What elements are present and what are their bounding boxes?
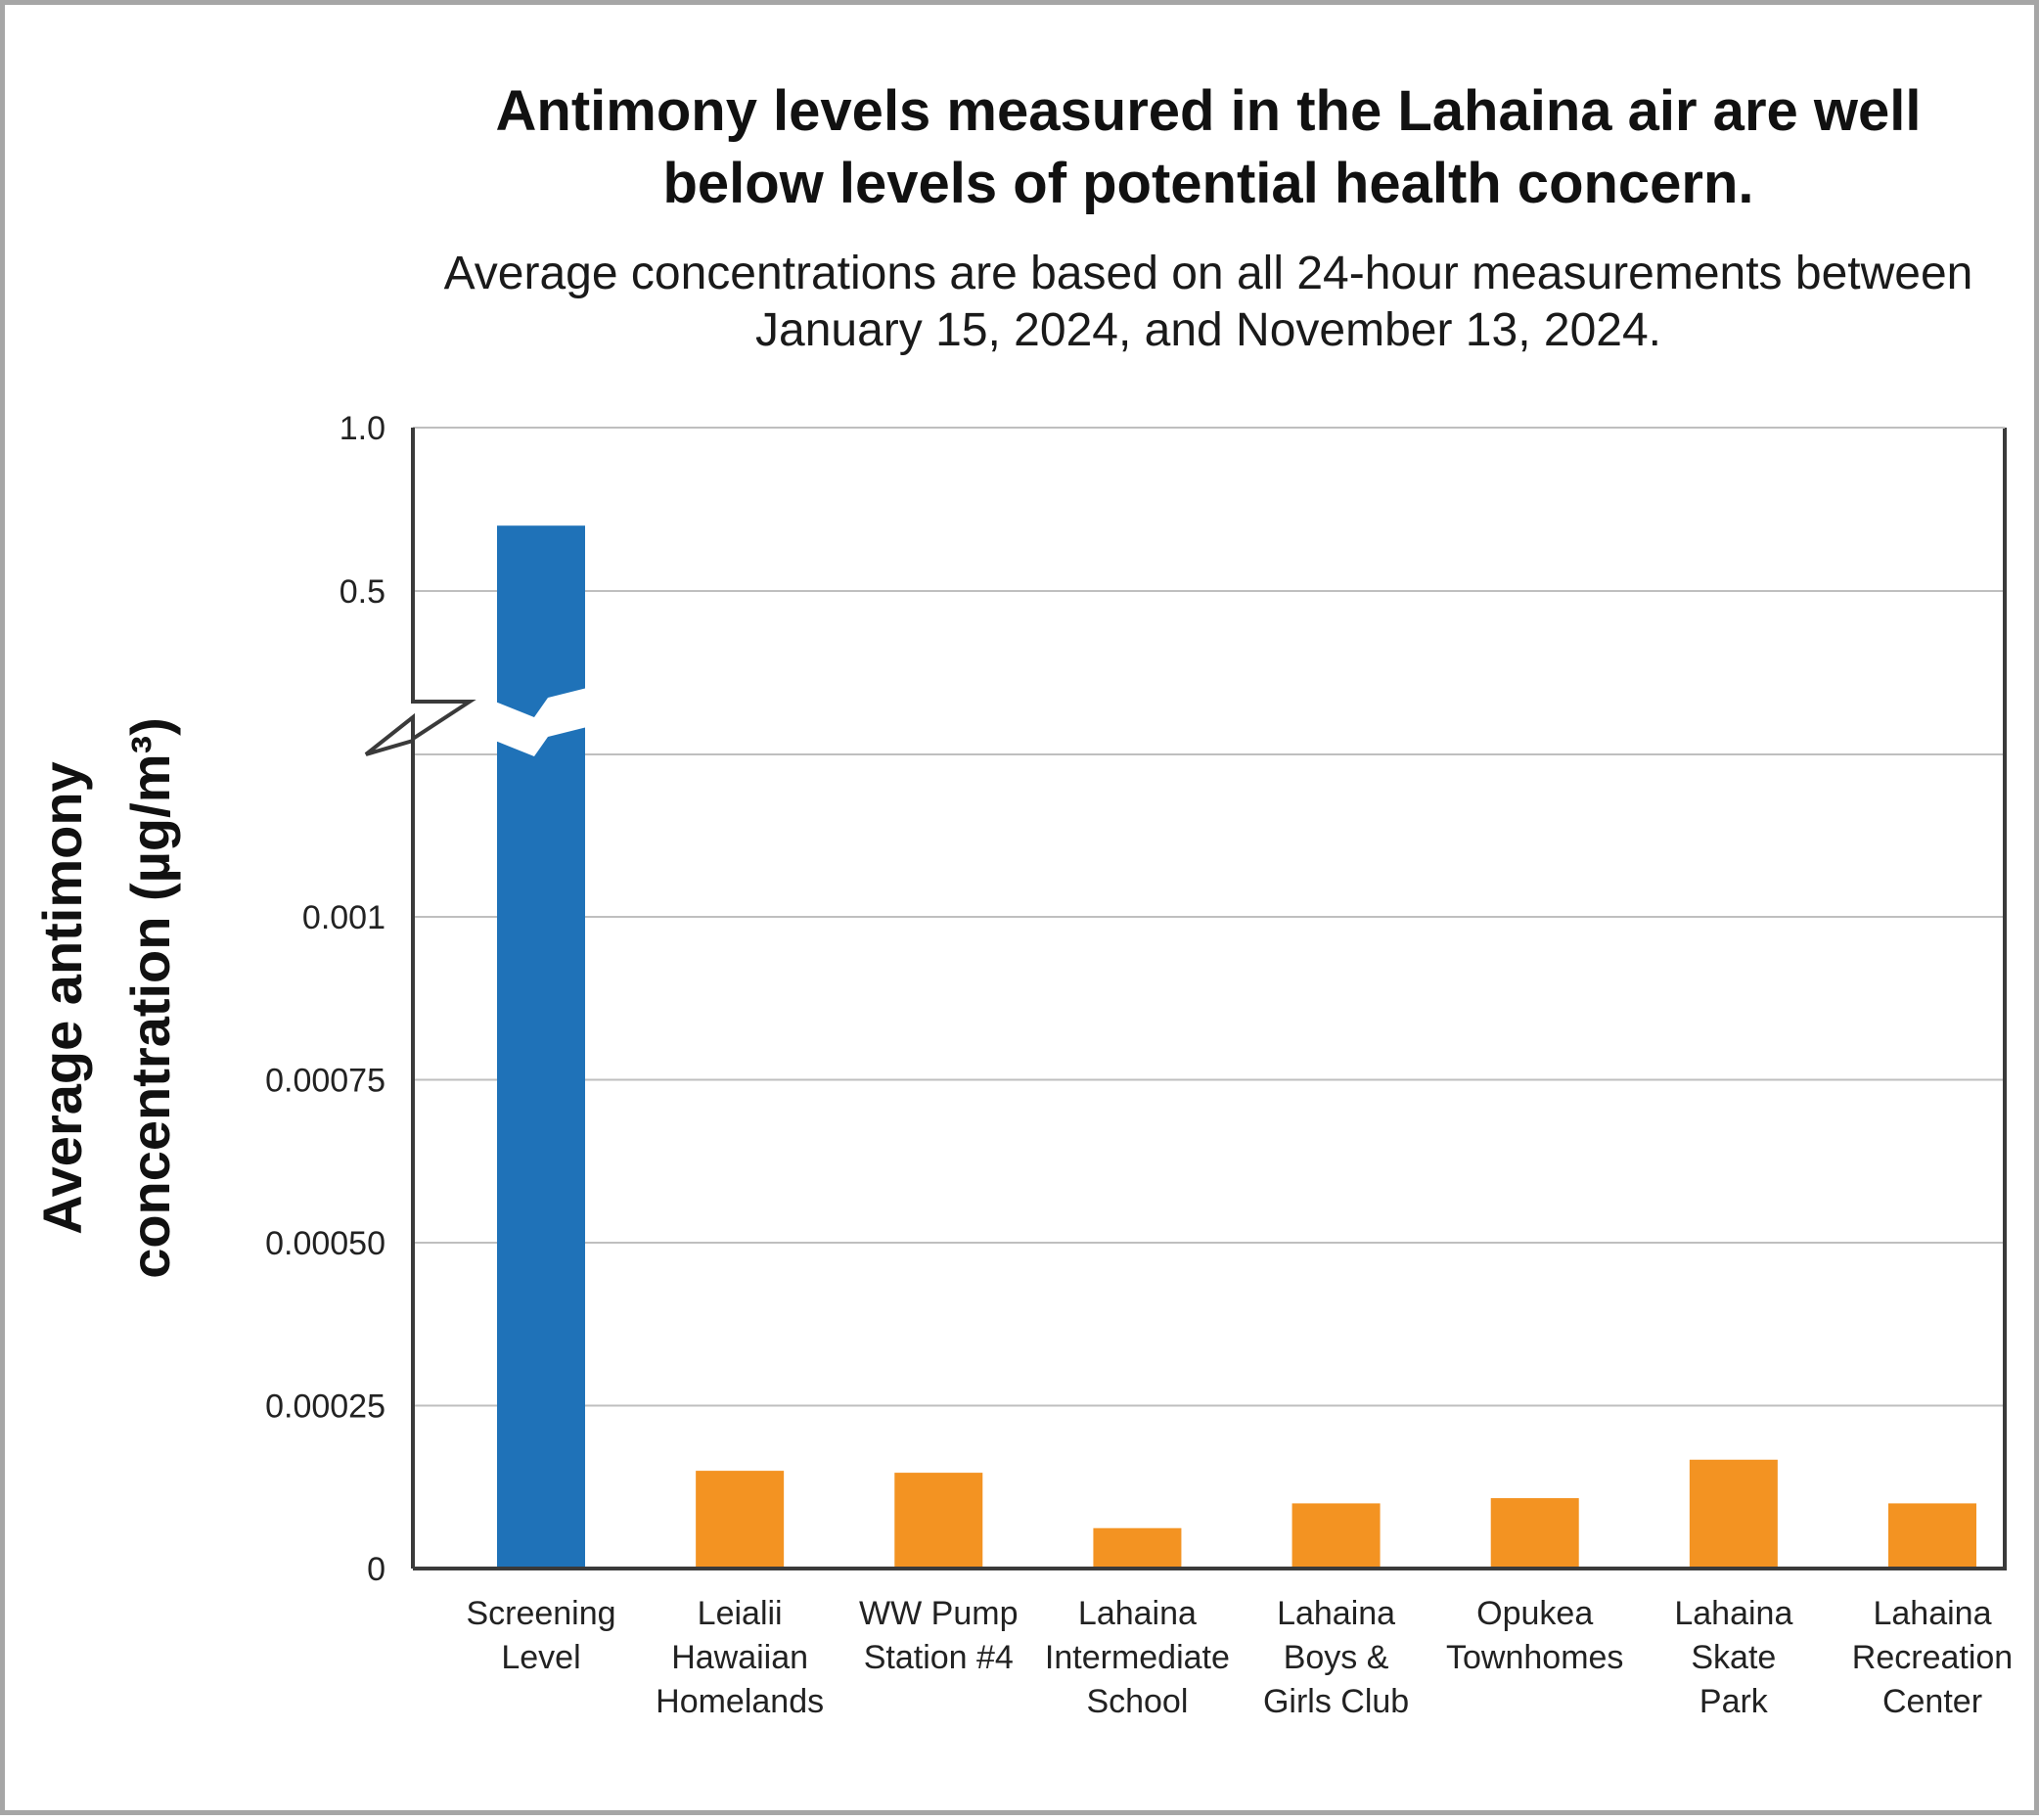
y-tick-label: 0.00075 xyxy=(265,1063,385,1100)
x-tick-label: Lahaina xyxy=(1674,1595,1792,1632)
x-tick-label: Lahaina xyxy=(1873,1595,1991,1632)
x-tick-label: Recreation xyxy=(1852,1639,2013,1676)
bar xyxy=(1490,1498,1579,1569)
chart-subtitle: Average concentrations are based on all … xyxy=(443,248,1973,356)
bar xyxy=(696,1471,785,1569)
x-tick-label: Townhomes xyxy=(1446,1639,1623,1676)
x-tick-label: Center xyxy=(1882,1683,1982,1720)
bar xyxy=(1291,1503,1381,1569)
y-tick-label: 1.0 xyxy=(340,410,385,447)
axis-break-gap xyxy=(495,688,587,756)
y-axis-label: Average antimony xyxy=(31,761,93,1234)
y-tick-label: 0.5 xyxy=(340,573,385,611)
bar xyxy=(894,1473,983,1569)
x-tick-label: School xyxy=(1086,1683,1188,1720)
bar xyxy=(497,525,585,1570)
x-tick-label: Boys & xyxy=(1284,1639,1389,1676)
y-tick-label: 0 xyxy=(367,1551,385,1588)
x-tick-label: Intermediate xyxy=(1045,1639,1230,1676)
x-tick-label: Station #4 xyxy=(864,1639,1014,1676)
x-tick-label: Park xyxy=(1699,1683,1769,1720)
y-tick-label: 0.00025 xyxy=(265,1388,385,1426)
x-tick-label: Lahaina xyxy=(1277,1595,1395,1632)
x-tick-label: Lahaina xyxy=(1078,1595,1197,1632)
y-axis xyxy=(364,428,476,1569)
x-tick-label: Opukea xyxy=(1476,1595,1593,1632)
y-tick-label: 0.00050 xyxy=(265,1225,385,1262)
bar xyxy=(1888,1503,1976,1569)
y-axis-label: concentration (µg/m³) xyxy=(119,717,181,1279)
x-tick-label: Screening xyxy=(466,1595,615,1632)
bar-chart: 0 0.00025 0.00050 0.00075 0.001 0.5 1.0 Screeni… xyxy=(31,410,2013,1720)
chart-title: Antimony levels measured in the Lahaina … xyxy=(495,79,1922,215)
x-tick-label: Hawaiian xyxy=(671,1639,808,1676)
x-tick-label: WW Pump xyxy=(859,1595,1018,1632)
bar xyxy=(1689,1459,1778,1569)
x-tick-label: Leialii xyxy=(698,1595,783,1632)
x-tick-label: Level xyxy=(501,1639,580,1676)
y-tick-label: 0.001 xyxy=(302,899,385,936)
bar xyxy=(1093,1527,1182,1569)
x-tick-label: Homelands xyxy=(656,1683,824,1720)
x-tick-label: Girls Club xyxy=(1263,1683,1409,1720)
x-tick-label: Skate xyxy=(1691,1639,1776,1676)
